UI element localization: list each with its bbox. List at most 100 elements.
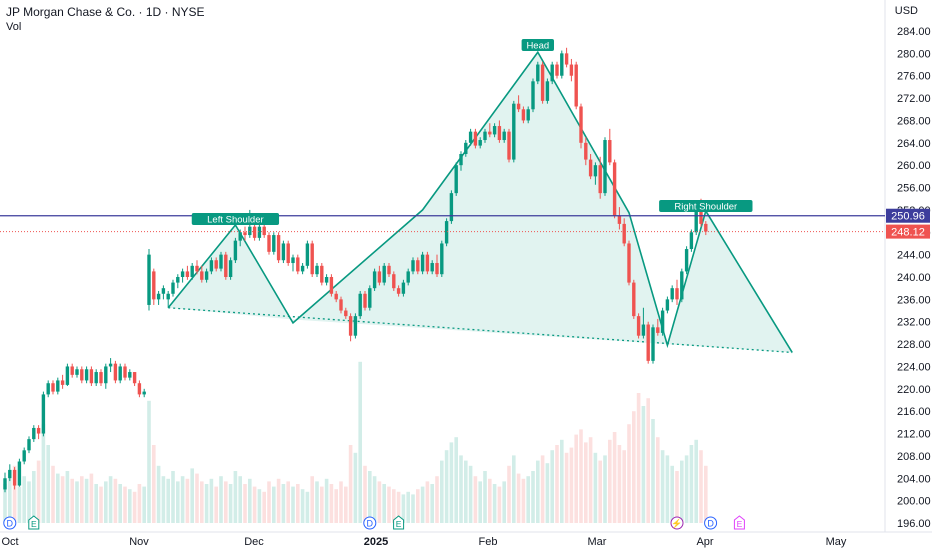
candle-body [656, 327, 660, 333]
candle-body [387, 265, 391, 275]
candle-body [358, 293, 362, 317]
candle-body [411, 260, 415, 272]
candle-body [665, 299, 670, 311]
candle-body [41, 394, 46, 434]
candle-body [204, 271, 209, 280]
candle-body [51, 383, 55, 392]
candle-body [219, 254, 223, 269]
x-tick-label: Nov [129, 536, 149, 548]
volume-bar [339, 481, 343, 523]
volume-bar [300, 489, 305, 523]
candle-body [574, 64, 578, 107]
candle-body [430, 263, 434, 272]
volume-bar [348, 445, 353, 523]
candle-body [622, 223, 626, 244]
candle-body [94, 372, 98, 384]
y-tick-label: 268.00 [897, 115, 931, 127]
candle-body [248, 226, 252, 236]
x-tick-label: Dec [244, 536, 264, 548]
candle-body [286, 243, 290, 264]
candle-body [401, 282, 406, 294]
dividend-marker-label: D [367, 519, 374, 529]
candle-body [584, 142, 588, 160]
earnings-marker-label: E [737, 519, 743, 529]
volume-bar [502, 481, 506, 523]
candle-body [243, 232, 247, 236]
y-tick-label: 208.00 [897, 451, 931, 463]
candle-body [478, 140, 482, 146]
head-label: Head [526, 40, 549, 51]
volume-bar [123, 486, 127, 523]
volume-bar [531, 471, 535, 523]
candle-body [660, 310, 665, 333]
volume-bar [320, 486, 324, 523]
volume-bar [608, 439, 612, 523]
candle-body [27, 439, 31, 451]
candle-body [200, 271, 204, 280]
volume-bar [497, 486, 502, 523]
volume-bar [104, 481, 108, 523]
volume-bar [627, 424, 631, 523]
volume-bar [286, 481, 290, 523]
candle-body [171, 282, 175, 294]
candle-body [473, 131, 478, 146]
candle-body [252, 226, 257, 238]
candle-body [560, 53, 564, 76]
dividend-marker [3, 516, 17, 530]
candle-body [444, 221, 449, 244]
candle-body [641, 324, 646, 336]
candle-body [238, 232, 242, 241]
volume-bar [51, 465, 55, 523]
candle-body [488, 131, 492, 135]
volume-bar [233, 471, 238, 523]
candle-body [132, 372, 137, 384]
event-markers: D E D E ⚡ D E [3, 515, 745, 530]
candles [3, 47, 708, 493]
volume-bar [435, 476, 439, 523]
volume-bar [492, 484, 497, 523]
volume-bar [46, 445, 50, 523]
resistance-price-label-bg [886, 208, 930, 223]
volume-bar [56, 473, 60, 523]
candle-body [113, 363, 118, 381]
volume-bar [641, 406, 646, 523]
candle-body [3, 478, 7, 490]
volume-bar [252, 486, 257, 523]
volume-bar [310, 476, 314, 523]
volume-bar [353, 452, 358, 523]
candle-body [176, 277, 180, 283]
volume-bar [147, 400, 151, 523]
time-axis: Oct Nov Dec 2025 Feb Mar Apr May [1, 536, 846, 548]
volume-bar [632, 411, 636, 523]
candle-body [209, 260, 214, 272]
candle-body [502, 131, 506, 141]
y-tick-label: 256.00 [897, 183, 931, 195]
candle-body [632, 282, 636, 317]
volume-bar [526, 476, 530, 523]
candle-body [449, 193, 454, 222]
candle-body [156, 293, 161, 300]
candle-body [603, 140, 607, 194]
y-tick-label: 272.00 [897, 93, 931, 105]
volume-bar [262, 491, 266, 523]
volume-bar [512, 455, 516, 523]
volume-bar [468, 465, 473, 523]
dividend-marker-label: D [7, 519, 14, 529]
y-tick-label: 236.00 [897, 294, 931, 306]
last-price-label: 248.12 [891, 227, 925, 239]
candle-body [22, 450, 26, 462]
candle-body [305, 243, 310, 266]
x-tick-label: May [826, 536, 847, 548]
volume-bar [363, 465, 367, 523]
candle-body [617, 215, 622, 224]
candle-body [315, 265, 319, 275]
volume-bar [704, 465, 708, 523]
volume-bar [584, 442, 588, 523]
pattern-line [167, 50, 793, 353]
candle-body [104, 366, 108, 384]
volume-bar [420, 486, 425, 523]
candle-body [363, 293, 367, 308]
right-shoulder-label-bg [659, 200, 753, 212]
y-tick-label: 264.00 [897, 138, 931, 150]
